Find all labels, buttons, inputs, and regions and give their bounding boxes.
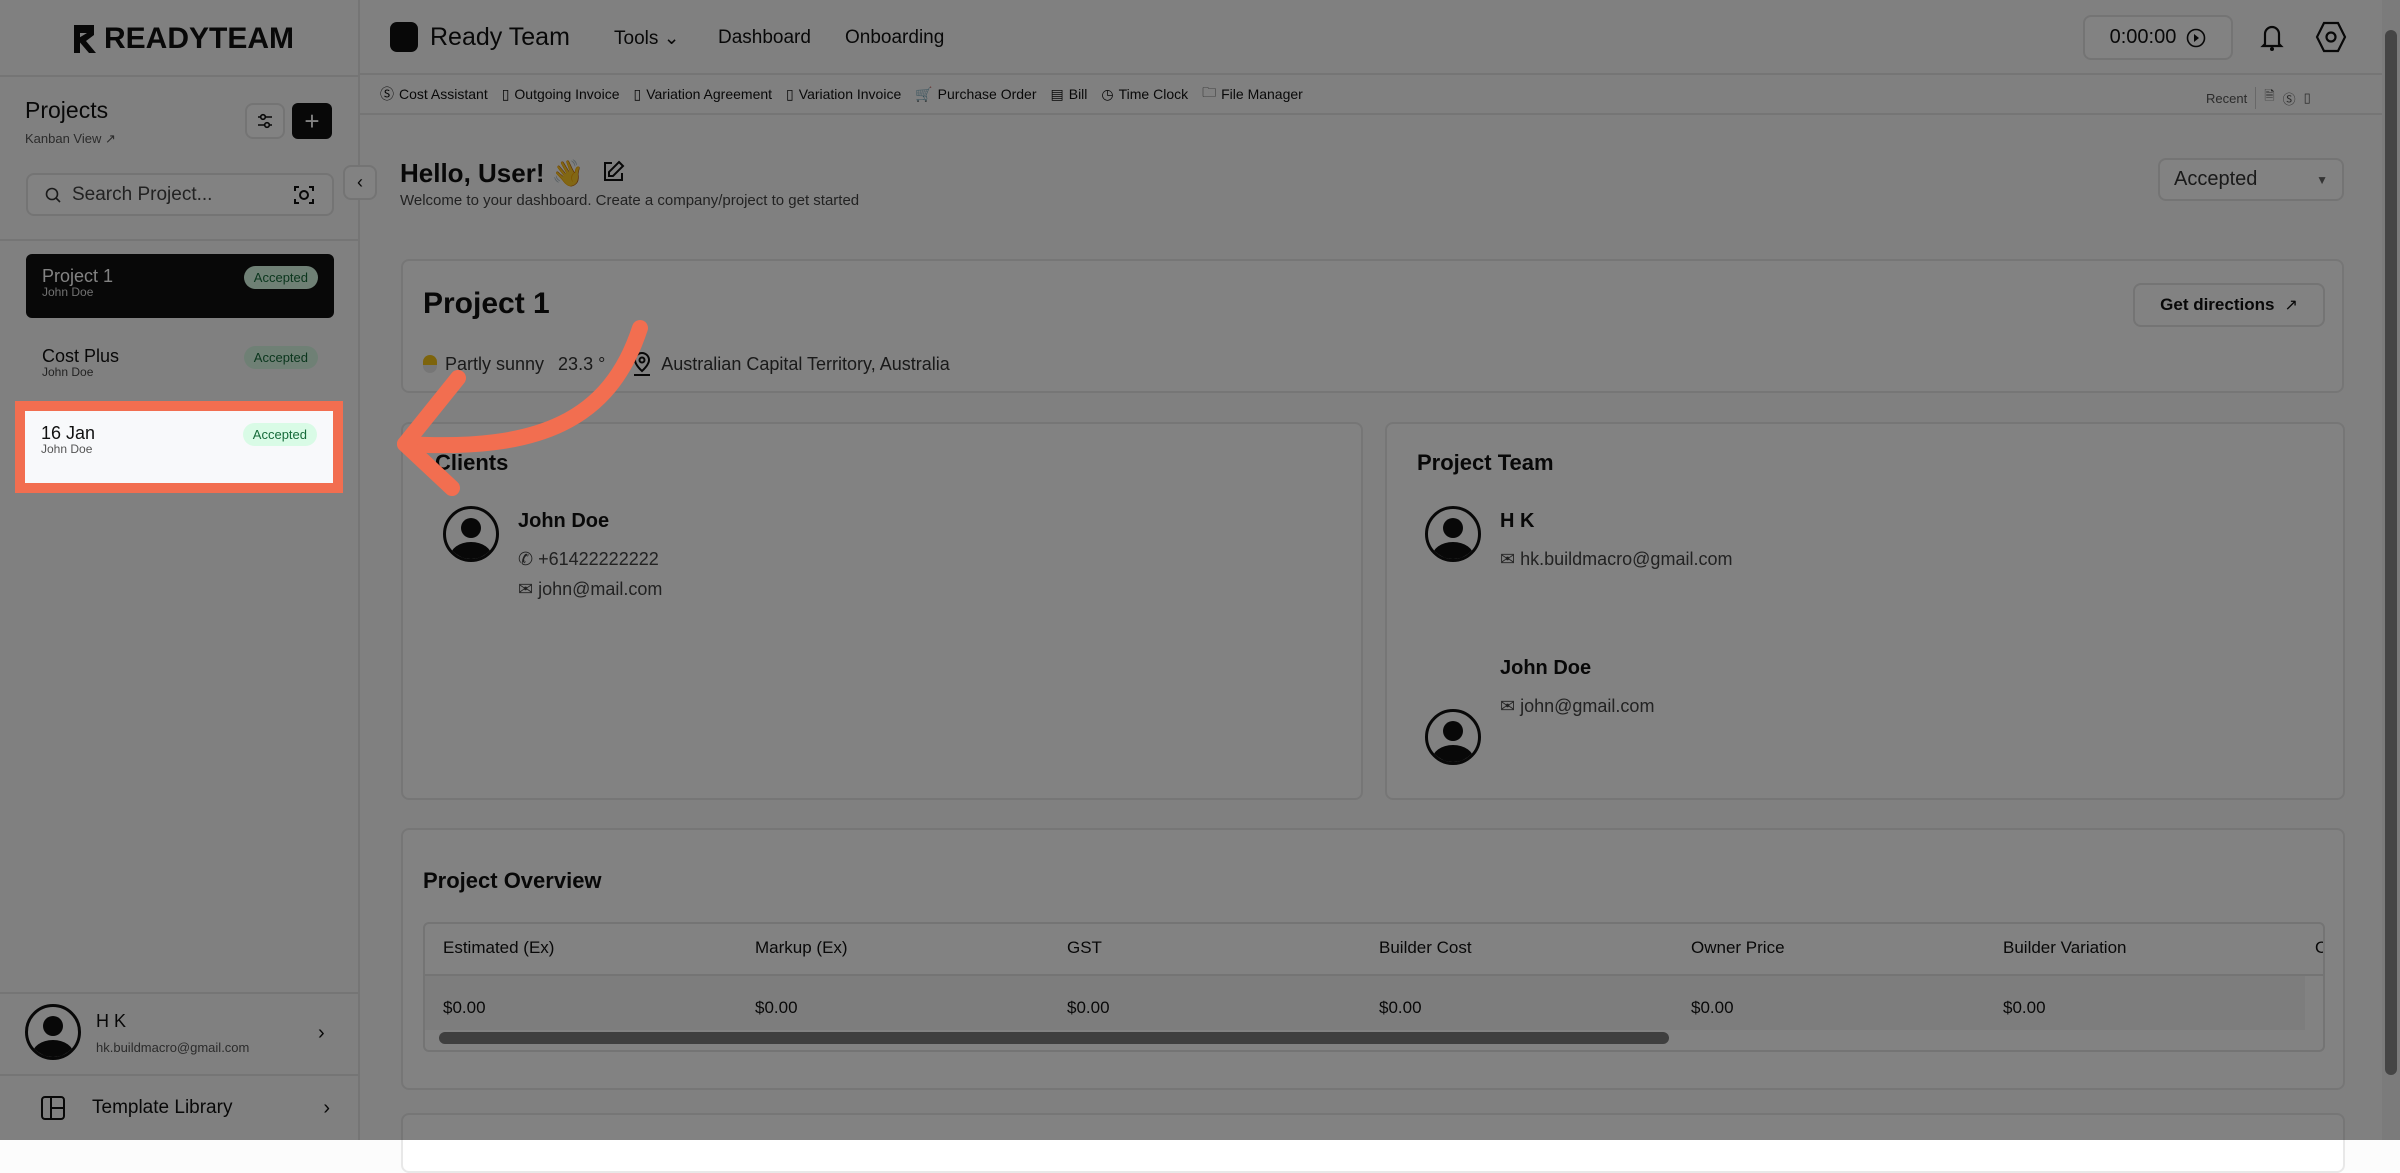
horizontal-scrollbar[interactable] bbox=[439, 1032, 1669, 1044]
invoice-icon: ▯ bbox=[786, 85, 794, 102]
partly-sunny-icon bbox=[423, 355, 437, 373]
template-library-button[interactable]: Template Library › bbox=[0, 1076, 360, 1140]
workspace-icon bbox=[390, 22, 418, 52]
kanban-view-link[interactable]: Kanban View ↗ bbox=[25, 131, 116, 146]
overview-table: Estimated (Ex) Markup (Ex) GST Builder Cost… bbox=[423, 922, 2325, 1052]
table-cell: $0.00 bbox=[755, 998, 798, 1017]
column-header: Owner Price bbox=[1691, 938, 1785, 957]
user-avatar bbox=[25, 1004, 81, 1060]
project-card: Project 1 Partly sunny 23.3 ° Australian … bbox=[401, 259, 2344, 393]
status-badge: Accepted bbox=[243, 266, 318, 289]
status-filter-select[interactable]: Accepted ▼ bbox=[2158, 158, 2344, 201]
chevron-right-icon: › bbox=[323, 1096, 330, 1119]
column-header: Estimated (Ex) bbox=[443, 938, 555, 957]
top-header: Ready Team Tools ⌄ Dashboard Onboarding … bbox=[360, 0, 2382, 75]
highlighted-project-item[interactable]: 16 Jan Accepted John Doe bbox=[15, 401, 343, 493]
projects-title: Projects bbox=[25, 97, 109, 123]
greeting: Hello, User! 👋 bbox=[400, 158, 625, 189]
dollar-cycle-icon: Ⓢ bbox=[380, 86, 394, 102]
column-header: Builder Cost bbox=[1379, 938, 1472, 957]
nav-dashboard[interactable]: Dashboard bbox=[718, 27, 811, 48]
recent-group: Recent 🗎 Ⓢ ▯ bbox=[2206, 87, 2311, 109]
filter-button[interactable] bbox=[245, 103, 285, 139]
toolbar-item-cost-assistant[interactable]: Ⓢ Cost Assistant bbox=[380, 86, 488, 102]
mail-icon: ✉ bbox=[518, 579, 534, 599]
external-link-icon: ↗ bbox=[2284, 297, 2298, 314]
scan-icon bbox=[294, 185, 314, 204]
project-item-cost-plus[interactable]: Cost Plus Accepted John Doe bbox=[26, 334, 334, 398]
phone-icon: ✆ bbox=[518, 549, 534, 569]
collapse-sidebar-button[interactable]: ‹ bbox=[343, 165, 377, 200]
play-icon bbox=[2187, 28, 2206, 47]
invoice-icon: ▯ bbox=[633, 85, 642, 102]
user-email: hk.buildmacro@gmail.com bbox=[96, 1040, 250, 1055]
column-header: GST bbox=[1067, 938, 1102, 957]
search-icon bbox=[45, 187, 61, 203]
column-header: Builder Variation bbox=[2003, 938, 2127, 957]
readyteam-logo-icon bbox=[74, 25, 96, 53]
file-icon[interactable]: 🗎 bbox=[2264, 88, 2275, 103]
client-email: ✉ john@mail.com bbox=[518, 579, 663, 599]
next-card bbox=[401, 1113, 2345, 1173]
add-project-button[interactable]: + bbox=[292, 103, 332, 139]
table-cell: $0.00 bbox=[1067, 998, 1110, 1017]
toolbar-item-bill[interactable]: ▤ Bill bbox=[1050, 85, 1088, 103]
project-overview-card: Project Overview Estimated (Ex) Markup (E… bbox=[401, 828, 2345, 1090]
table-cell: $0.00 bbox=[443, 998, 486, 1017]
welcome-text: Welcome to your dashboard. Create a comp… bbox=[400, 192, 860, 209]
client-phone: ✆ +61422222222 bbox=[518, 549, 659, 569]
invoice-icon: ▯ bbox=[501, 85, 510, 102]
sidebar: READYTEAM Projects Kanban View ↗ + Searc… bbox=[0, 0, 360, 1140]
folder-icon: 🗀 bbox=[1202, 84, 1217, 100]
edit-icon[interactable] bbox=[601, 160, 625, 184]
page-scrollbar[interactable] bbox=[2382, 0, 2400, 1140]
table-cell: $0.00 bbox=[1379, 998, 1422, 1017]
project-item-project-1[interactable]: Project 1 Accepted John Doe bbox=[26, 254, 334, 318]
toolbar-item-purchase-order[interactable]: 🛒 Purchase Order bbox=[915, 85, 1037, 103]
cart-icon: 🛒 bbox=[915, 85, 933, 102]
nav-onboarding[interactable]: Onboarding bbox=[845, 27, 945, 48]
settings-icon[interactable] bbox=[2315, 20, 2347, 54]
search-input[interactable]: Search Project... bbox=[26, 173, 334, 216]
table-cell: $0.00 bbox=[2003, 998, 2046, 1017]
toolbar-item-variation-agreement[interactable]: ▯ Variation Agreement bbox=[633, 85, 773, 103]
toolbar-item-time-clock[interactable]: ◷ Time Clock bbox=[1101, 85, 1189, 103]
column-header: Markup (Ex) bbox=[755, 938, 848, 957]
clients-card: Clients John Doe ✆ +61422222222 ✉ john@m… bbox=[401, 422, 1363, 800]
timer-button[interactable]: 0:00:00 bbox=[2083, 15, 2233, 60]
nav-tools[interactable]: Tools ⌄ bbox=[614, 28, 680, 49]
client-avatar bbox=[443, 506, 499, 562]
workspace-name: Ready Team bbox=[430, 23, 570, 51]
clock-icon: ◷ bbox=[1101, 85, 1114, 102]
mail-icon: ✉ bbox=[1500, 696, 1516, 716]
bill-icon: ▤ bbox=[1050, 85, 1064, 102]
logo: READYTEAM bbox=[72, 22, 294, 56]
project-team-card: Project Team H K ✉ hk.buildmacro@gmail.c… bbox=[1385, 422, 2345, 800]
sliders-icon bbox=[258, 113, 272, 129]
chevron-right-icon[interactable]: › bbox=[318, 1022, 325, 1044]
team-avatar bbox=[1425, 709, 1481, 765]
layout-icon bbox=[41, 1096, 65, 1120]
toolbar-item-outgoing-invoice[interactable]: ▯ Outgoing Invoice bbox=[501, 85, 620, 103]
quick-toolbar: Ⓢ Cost Assistant ▯ Outgoing Invoice ▯ Variati… bbox=[360, 75, 2382, 115]
column-header: O bbox=[2315, 938, 2323, 958]
dollar-cycle-icon[interactable]: Ⓢ bbox=[2282, 91, 2296, 107]
status-badge: Accepted bbox=[243, 346, 318, 369]
get-directions-button[interactable]: Get directions ↗ bbox=[2133, 283, 2325, 327]
user-name: H K bbox=[96, 1011, 127, 1031]
team-avatar bbox=[1425, 506, 1481, 562]
toolbar-item-variation-invoice[interactable]: ▯ Variation Invoice bbox=[786, 85, 902, 103]
project-title: Project 1 bbox=[423, 287, 550, 320]
map-pin-icon bbox=[634, 351, 651, 376]
table-cell: $0.00 bbox=[1691, 998, 1734, 1017]
invoice-icon[interactable]: ▯ bbox=[2303, 90, 2311, 105]
bell-icon[interactable] bbox=[2258, 21, 2286, 53]
project-location: Australian Capital Territory, Australia bbox=[661, 353, 950, 374]
toolbar-item-file-manager[interactable]: 🗀 File Manager bbox=[1202, 82, 1303, 106]
client-name: John Doe bbox=[518, 510, 610, 532]
mail-icon: ✉ bbox=[1500, 549, 1516, 569]
status-badge: Accepted bbox=[242, 423, 317, 446]
